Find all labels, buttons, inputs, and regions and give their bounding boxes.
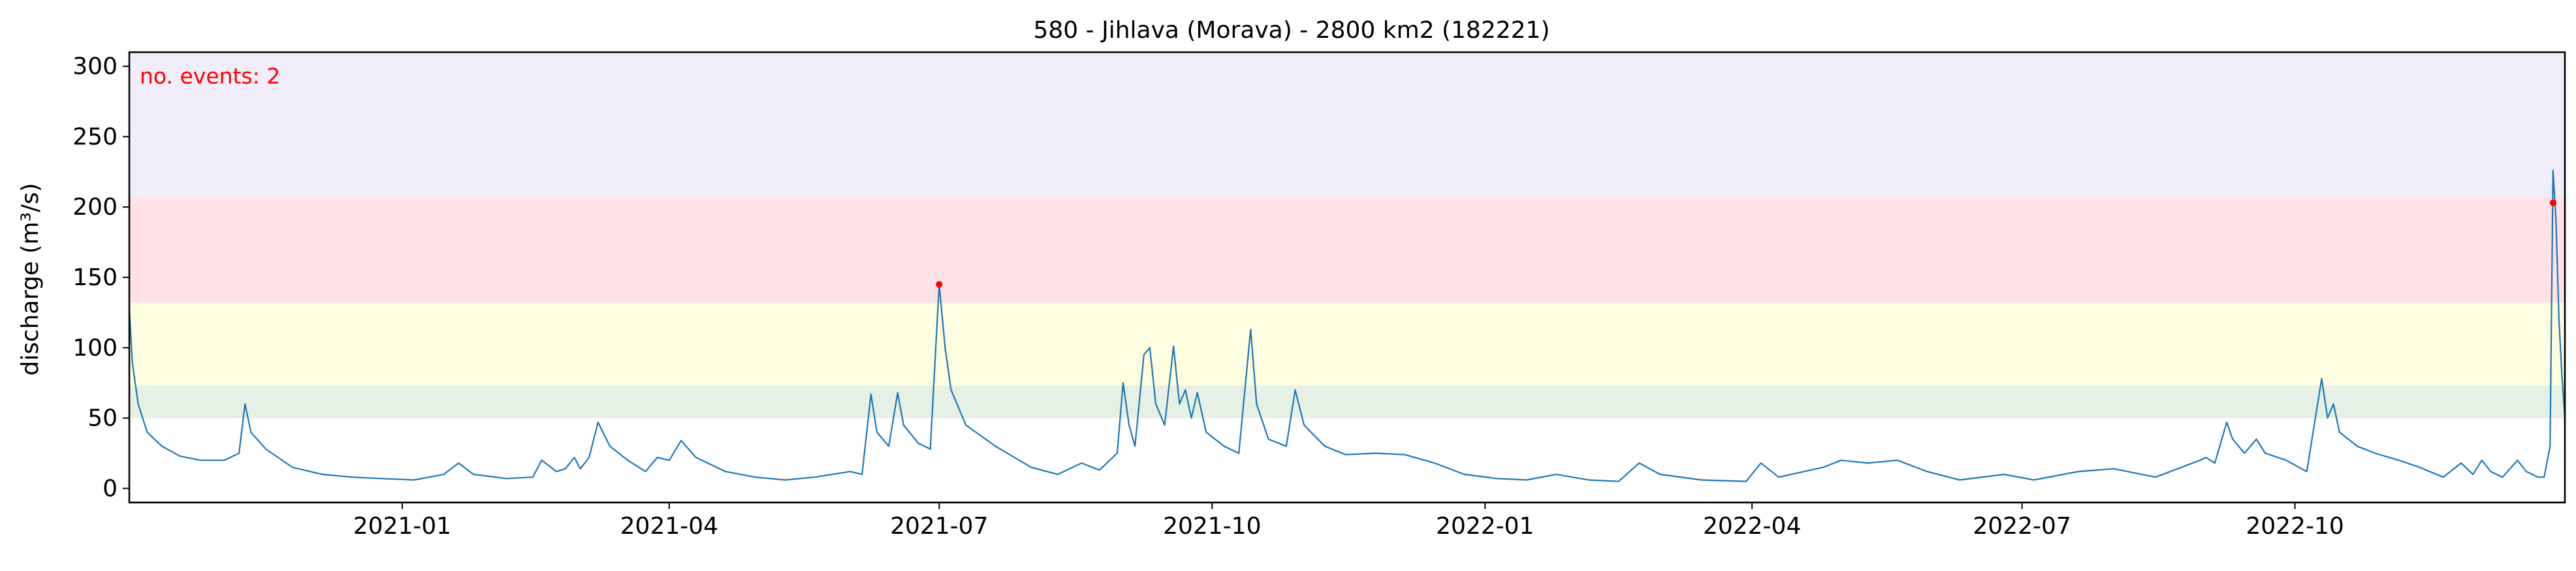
x-tick-label-4: 2021-10 — [1163, 513, 1261, 540]
x-tick-label-8: 2022-10 — [2246, 513, 2344, 540]
y-tick-label-6: 250 — [72, 123, 118, 150]
chart-title: 580 - Jihlava (Morava) - 2800 km2 (18222… — [1033, 17, 1550, 44]
y-tick-label-4: 150 — [72, 264, 118, 291]
y-tick-label-7: 300 — [72, 54, 118, 80]
x-tick-label-2: 2021-04 — [620, 513, 718, 540]
y-axis-label: discharge (m³/s) — [17, 183, 44, 375]
threshold-band-2 — [129, 303, 2565, 386]
threshold-band-3 — [129, 197, 2565, 303]
events-count-annotation: no. events: 2 — [140, 63, 280, 89]
threshold-bands — [129, 52, 2565, 418]
threshold-band-4 — [129, 52, 2565, 197]
y-tick-label-5: 200 — [72, 194, 118, 221]
x-tick-label-7: 2022-07 — [1973, 513, 2071, 540]
y-tick-label-3: 100 — [72, 335, 118, 362]
threshold-band-1 — [129, 386, 2565, 418]
event-marker-2 — [2550, 200, 2556, 206]
x-tick-label-6: 2022-04 — [1703, 513, 1801, 540]
x-tick-label-3: 2021-07 — [890, 513, 988, 540]
y-tick-label-2: 50 — [87, 405, 118, 432]
x-tick-label-5: 2022-01 — [1436, 513, 1534, 540]
y-tick-label-1: 0 — [103, 475, 118, 502]
event-marker-1 — [936, 281, 942, 288]
x-tick-label-1: 2021-01 — [353, 513, 451, 540]
